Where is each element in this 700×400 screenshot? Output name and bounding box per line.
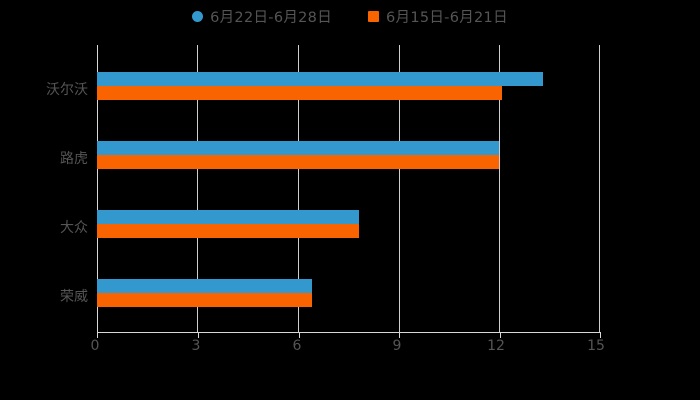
tick-mark-0 [97,333,98,338]
category-label-2: 大众 [60,220,88,236]
x-tick-label-3: 3 [191,338,201,354]
legend-item-series-0[interactable]: 6月22日-6月28日 [192,6,332,27]
x-tick-label-6: 6 [292,338,302,354]
y-axis-line [97,45,98,333]
bar-series-0-cat-1[interactable] [97,141,499,155]
category-label-3: 荣威 [60,289,88,305]
bar-series-1-cat-3[interactable] [97,293,312,307]
tick-mark-3 [198,333,199,338]
legend-item-series-1[interactable]: 6月15日-6月21日 [368,6,508,27]
tick-mark-12 [500,333,501,338]
bar-series-1-cat-2[interactable] [97,224,359,238]
x-axis-line [97,332,601,333]
gridline-15 [599,45,600,333]
x-tick-label-15: 15 [587,338,605,354]
x-tick-label-9: 9 [392,338,402,354]
circle-marker-icon [192,11,204,22]
gridline-3 [197,45,198,333]
x-tick-label-0: 0 [90,338,100,354]
bar-series-1-cat-0[interactable] [97,86,502,100]
category-label-0: 沃尔沃 [46,82,88,98]
square-marker-icon [368,11,379,22]
x-tick-label-12: 12 [487,338,505,354]
gridline-9 [399,45,400,333]
tick-mark-6 [299,333,300,338]
chart-legend: 6月22日-6月28日 6月15日-6月21日 [0,6,700,27]
bar-series-0-cat-0[interactable] [97,72,543,86]
bar-series-1-cat-1[interactable] [97,155,499,169]
legend-label-series-0: 6月22日-6月28日 [210,10,332,26]
legend-label-series-1: 6月15日-6月21日 [386,10,508,26]
gridline-12 [499,45,500,333]
tick-mark-15 [600,333,601,338]
plot-area [97,45,600,333]
tick-mark-9 [399,333,400,338]
gridline-6 [298,45,299,333]
category-label-1: 路虎 [60,151,88,167]
bar-series-0-cat-2[interactable] [97,210,359,224]
bar-series-0-cat-3[interactable] [97,279,312,293]
